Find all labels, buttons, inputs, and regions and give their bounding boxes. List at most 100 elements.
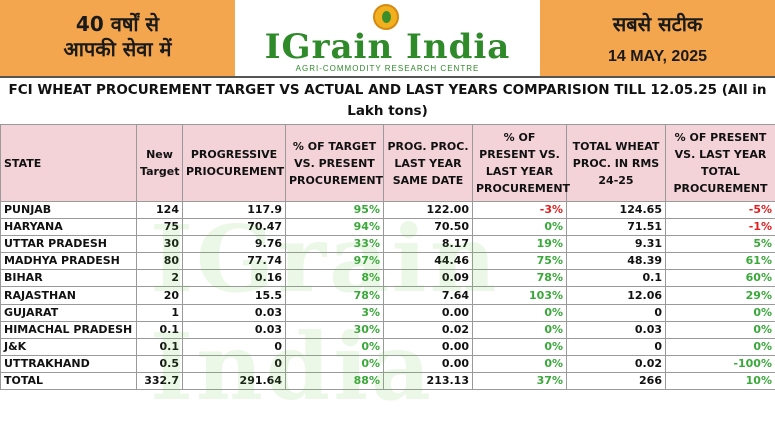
header-left-line2: आपकी सेवा में [0, 36, 235, 62]
cell-pct-total: 5% [666, 236, 775, 253]
cell-state: UTTRAKHAND [1, 355, 137, 372]
logo-tagline: AGRI-COMMODITY RESEARCH CENTRE [235, 64, 540, 73]
cell-pct-total: 0% [666, 304, 775, 321]
table-title-band: FCI WHEAT PROCUREMENT TARGET VS ACTUAL A… [0, 76, 775, 124]
header-right-line1: सबसे सटीक [540, 12, 775, 36]
cell-total-prev: 71.51 [567, 219, 666, 236]
cell-pct-total: 0% [666, 338, 775, 355]
cell-pct-last: 37% [473, 372, 567, 389]
cell-pct-last: 0% [473, 338, 567, 355]
cell-pct-total: -100% [666, 355, 775, 372]
cell-target: 0.1 [137, 338, 183, 355]
cell-total-prev: 0.1 [567, 270, 666, 287]
cell-target: 124 [137, 202, 183, 219]
cell-target: 30 [137, 236, 183, 253]
cell-last-year: 7.64 [384, 287, 473, 304]
cell-prog: 0.03 [183, 321, 286, 338]
procurement-table: STATE New Target PROGRESSIVE PRIOCUREMEN… [0, 124, 775, 390]
cell-pct-target: 95% [286, 202, 384, 219]
cell-last-year: 0.09 [384, 270, 473, 287]
cell-total-prev: 124.65 [567, 202, 666, 219]
cell-pct-target: 30% [286, 321, 384, 338]
cell-state: HIMACHAL PRADESH [1, 321, 137, 338]
cell-target: 80 [137, 253, 183, 270]
cell-last-year: 0.00 [384, 304, 473, 321]
cell-state: PUNJAB [1, 202, 137, 219]
cell-last-year: 0.00 [384, 355, 473, 372]
header-left-line1: 40 वर्षों से [0, 12, 235, 36]
header-left-panel: 40 वर्षों से आपकी सेवा में [0, 0, 235, 76]
cell-total-prev: 0 [567, 338, 666, 355]
cell-total-prev: 48.39 [567, 253, 666, 270]
cell-pct-total: -1% [666, 219, 775, 236]
cell-total-prev: 266 [567, 372, 666, 389]
cell-state: MADHYA PRADESH [1, 253, 137, 270]
cell-prog: 117.9 [183, 202, 286, 219]
column-header: PROG. PROC. LAST YEAR SAME DATE [384, 125, 473, 202]
cell-last-year: 0.00 [384, 338, 473, 355]
column-header: % OF TARGET VS. PRESENT PROCUREMENT [286, 125, 384, 202]
cell-last-year: 70.50 [384, 219, 473, 236]
cell-prog: 70.47 [183, 219, 286, 236]
cell-prog: 0 [183, 338, 286, 355]
cell-pct-total: 61% [666, 253, 775, 270]
cell-pct-total: 0% [666, 321, 775, 338]
logo-name: IGrain India [235, 28, 540, 66]
column-header: % OF PRESENT VS. LAST YEAR TOTAL PROCURE… [666, 125, 775, 202]
cell-pct-target: 78% [286, 287, 384, 304]
cell-state: UTTAR PRADESH [1, 236, 137, 253]
cell-target: 20 [137, 287, 183, 304]
cell-state: J&K [1, 338, 137, 355]
column-header: STATE [1, 125, 137, 202]
logo-panel: IGrain India AGRI-COMMODITY RESEARCH CEN… [235, 0, 540, 76]
cell-last-year: 0.02 [384, 321, 473, 338]
cell-target: 0.5 [137, 355, 183, 372]
column-header: % OF PRESENT VS. LAST YEAR PROCUREMENT [473, 125, 567, 202]
cell-state: HARYANA [1, 219, 137, 236]
cell-total-prev: 0.03 [567, 321, 666, 338]
cell-total-prev: 0 [567, 304, 666, 321]
cell-target: 0.1 [137, 321, 183, 338]
table-header-row: STATE New Target PROGRESSIVE PRIOCUREMEN… [1, 125, 775, 202]
cell-pct-target: 33% [286, 236, 384, 253]
cell-last-year: 122.00 [384, 202, 473, 219]
cell-pct-last: 0% [473, 304, 567, 321]
cell-pct-target: 3% [286, 304, 384, 321]
cell-target: 2 [137, 270, 183, 287]
cell-pct-last: -3% [473, 202, 567, 219]
cell-last-year: 8.17 [384, 236, 473, 253]
cell-pct-target: 8% [286, 270, 384, 287]
header-right-panel: सबसे सटीक 14 MAY, 2025 [540, 0, 775, 76]
table-title: FCI WHEAT PROCUREMENT TARGET VS ACTUAL A… [0, 78, 775, 122]
report-date: 14 MAY, 2025 [540, 47, 775, 67]
cell-pct-target: 0% [286, 355, 384, 372]
cell-pct-last: 0% [473, 355, 567, 372]
cell-pct-last: 19% [473, 236, 567, 253]
cell-state: TOTAL [1, 372, 137, 389]
cell-target: 332.7 [137, 372, 183, 389]
cell-pct-last: 0% [473, 321, 567, 338]
cell-pct-last: 0% [473, 219, 567, 236]
cell-pct-total: 10% [666, 372, 775, 389]
cell-prog: 9.76 [183, 236, 286, 253]
cell-pct-last: 75% [473, 253, 567, 270]
cell-total-prev: 9.31 [567, 236, 666, 253]
cell-state: GUJARAT [1, 304, 137, 321]
cell-prog: 15.5 [183, 287, 286, 304]
cell-target: 75 [137, 219, 183, 236]
cell-state: RAJASTHAN [1, 287, 137, 304]
cell-prog: 0.03 [183, 304, 286, 321]
cell-prog: 0 [183, 355, 286, 372]
cell-total-prev: 12.06 [567, 287, 666, 304]
cell-pct-total: 29% [666, 287, 775, 304]
